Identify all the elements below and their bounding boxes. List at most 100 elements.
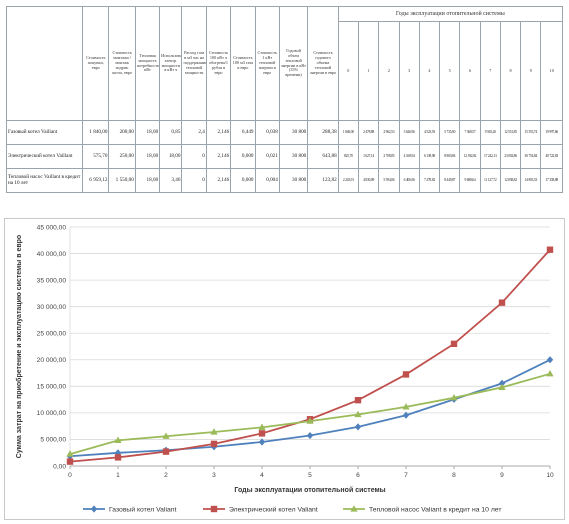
data-point: [210, 440, 218, 448]
year-cell: 9 565,20: [479, 120, 501, 145]
table-cell: 30 800: [278, 120, 309, 145]
legend-item: Тепловой насос Valiant в кредит на 10 ле…: [343, 505, 501, 513]
table-cell: 0,000: [230, 168, 256, 193]
table-cell: 2,4: [181, 120, 207, 145]
x-tick-label: 9: [500, 472, 504, 479]
year-cell: 8 449,87: [439, 168, 461, 193]
year-cell: 5 594,06: [378, 168, 400, 193]
series-line: [69, 372, 551, 455]
table-cell: 0: [181, 144, 207, 169]
table-cell: 2,146: [205, 144, 232, 169]
year-header: 3: [398, 21, 420, 121]
year-header: 7: [479, 21, 501, 121]
y-tick-label: 30 000,00: [37, 304, 67, 311]
data-point: [354, 410, 362, 418]
table-cell: 643,88: [307, 144, 339, 169]
year-cell: 15 553,74: [520, 120, 542, 145]
year-cell: 6 139,98: [418, 144, 441, 169]
year-cell: 12 551,85: [499, 120, 522, 145]
table-cell: 0,000: [230, 144, 256, 169]
data-point: [450, 394, 458, 401]
x-tick-label: 7: [404, 472, 408, 479]
data-point: [162, 448, 170, 455]
data-point: [210, 428, 218, 435]
x-tick-label: 4: [260, 472, 264, 479]
legend-label: Электрический котел Valiant: [229, 505, 318, 513]
year-cell: 9 688,64: [459, 168, 481, 193]
x-axis-title: Годы эксплуатации отопительной системы: [234, 486, 385, 494]
legend-label: Газовый котел Valiant: [109, 505, 177, 513]
x-tick-label: 1: [116, 472, 120, 479]
legend: Газовый котел Valiant Электрический котел…: [83, 505, 501, 513]
data-point: [66, 450, 74, 457]
data-point: [354, 423, 362, 431]
series-1: [66, 356, 554, 460]
year-header: 8: [499, 21, 522, 121]
year-header: 10: [540, 21, 563, 121]
year-cell: 6 406,96: [398, 168, 420, 193]
legend-item: Газовый котел Valiant: [83, 505, 177, 513]
year-cell: 2 708,85: [378, 144, 400, 169]
legend-marker: [210, 505, 218, 513]
series-3: [66, 370, 554, 457]
col-header: Стоимость 100 м3 газа в евро: [230, 6, 256, 121]
table-cell: 1 840,00: [82, 120, 110, 145]
year-cell: 825,70: [337, 144, 359, 169]
table-cell: 0,021: [254, 144, 280, 169]
year-cell: 14 803,53: [520, 168, 542, 193]
year-cell: 12 838,82: [499, 168, 522, 193]
table-cell: 6 959,12: [82, 168, 110, 193]
data-point: [450, 340, 458, 348]
grid-lines: [69, 226, 550, 467]
col-header: Расход газа в м3 час на поддержание тепл…: [181, 6, 207, 121]
year-cell: 4 168,94: [398, 144, 420, 169]
year-cell: 2 243,91: [337, 168, 359, 193]
y-tick-label: 5 000,00: [40, 437, 66, 444]
col-header: Стоимость 1 кВт тепловой энергии в евро: [254, 6, 280, 121]
x-axis-ticks: 0 1 2 3 4 5 6 7 8 9 10: [68, 466, 554, 479]
table-cell: 18,00: [134, 120, 161, 145]
table-cell: 0,004: [254, 168, 280, 193]
x-tick-label: 8: [452, 472, 456, 479]
table-cell: 1 550,00: [108, 168, 136, 193]
year-cell: 7 368,57: [459, 120, 481, 145]
year-cell: 5 735,00: [439, 120, 461, 145]
year-cell: 11 127,72: [479, 168, 501, 193]
year-cell: 2 962,53: [378, 120, 400, 145]
data-point: [546, 356, 554, 364]
year-header: 0: [337, 21, 359, 121]
year-header: 2: [378, 21, 400, 121]
col-header: Годовой объем тепловой энергии в кВт (35…: [278, 6, 309, 121]
legend-label: Тепловой насос Valiant в кредит на 10 ле…: [369, 505, 501, 513]
y-axis-title: Сумма затрат на приобретение и эксплуата…: [15, 235, 23, 458]
year-header: 5: [439, 21, 461, 121]
table-cell: 2,146: [205, 120, 232, 145]
y-tick-label: 0,00: [53, 463, 66, 470]
row-label: Газовый котел Vaillant: [5, 120, 84, 145]
y-tick-label: 20 000,00: [37, 357, 67, 364]
table-cell: 288,38: [307, 120, 339, 145]
table-spacer-cell: [6, 192, 563, 209]
data-point: [258, 423, 266, 430]
data-point: [114, 454, 122, 461]
year-cell: 40 722,83: [540, 144, 563, 169]
table-corner-cell: [5, 6, 84, 121]
x-tick-label: 0: [68, 472, 72, 479]
table-cell: 0,85: [159, 120, 183, 145]
data-point: [162, 432, 170, 439]
data-point: [258, 430, 266, 437]
series-line: [69, 358, 551, 458]
year-header: 9: [520, 21, 542, 121]
table-cell: 200,00: [108, 120, 136, 145]
data-point: [402, 371, 410, 378]
x-tick-label: 10: [546, 472, 554, 479]
series-layer: [66, 246, 554, 465]
data-point: [402, 403, 410, 410]
table-cell: 18,00: [159, 144, 183, 169]
year-header: 6: [459, 21, 481, 121]
year-cell: 1 627,14: [357, 144, 380, 169]
table-cell: 30 800: [278, 168, 309, 193]
data-point: [66, 458, 74, 465]
data-point: [498, 383, 506, 390]
table-row: Тепловой насос Vaillant в кредит на 10 л…: [5, 168, 563, 193]
